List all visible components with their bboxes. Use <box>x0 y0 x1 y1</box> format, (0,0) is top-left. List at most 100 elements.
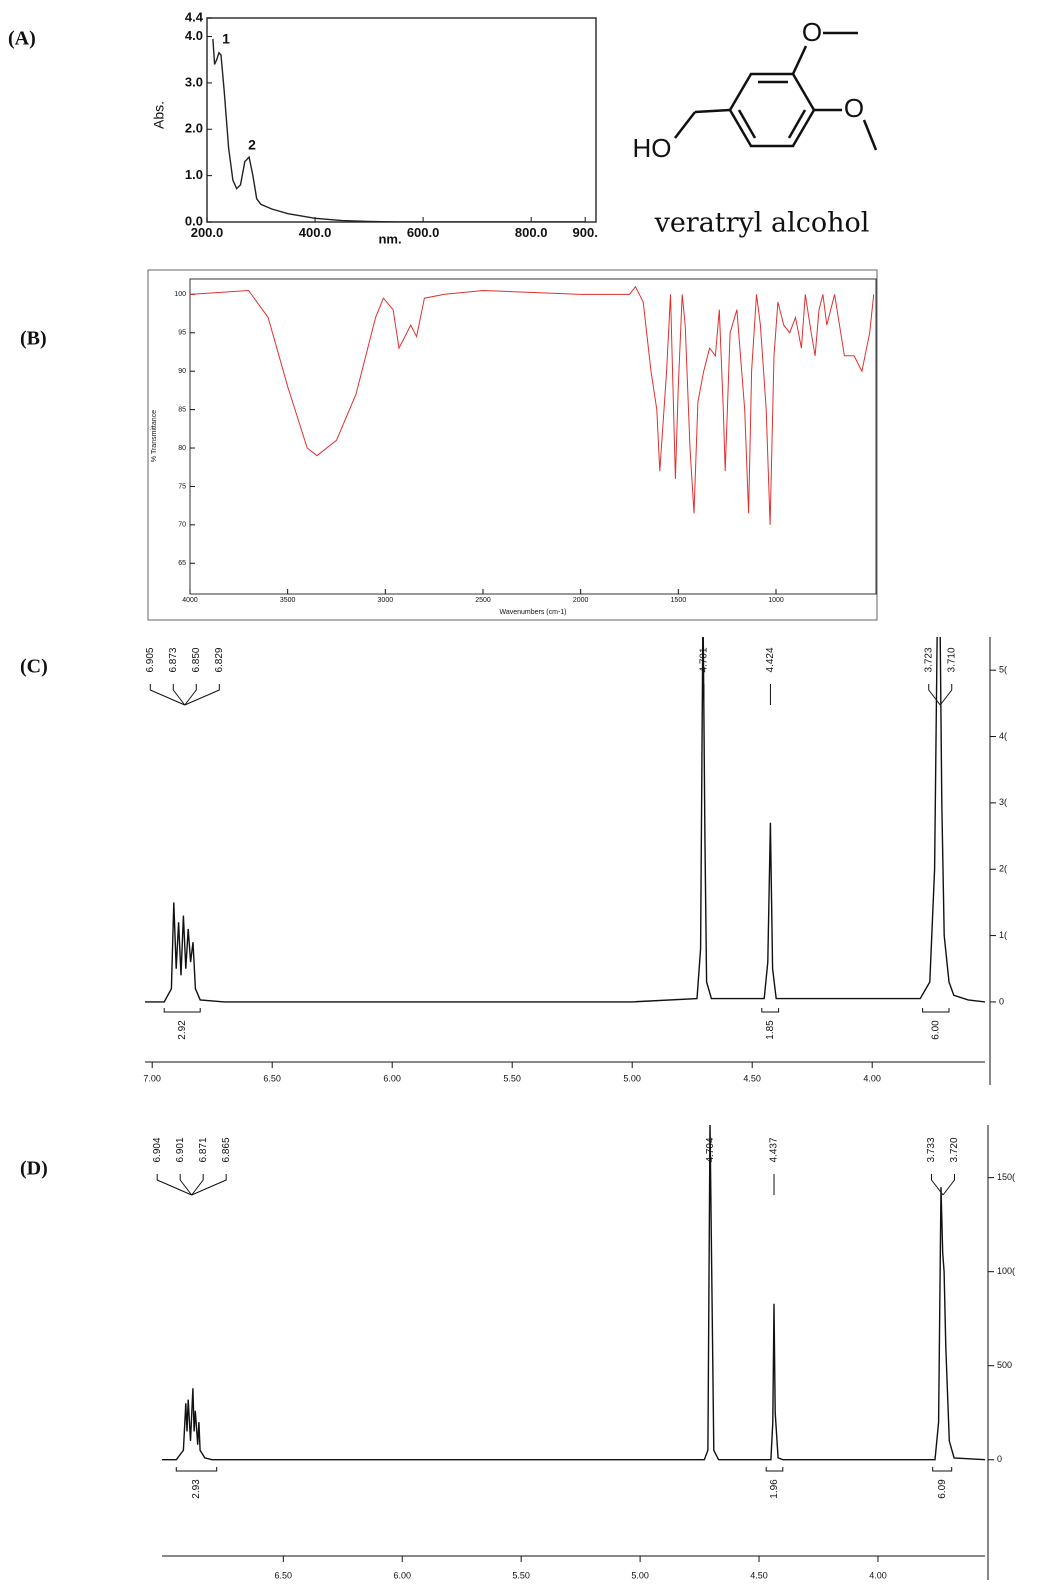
peak-label: 3.720 <box>949 1137 960 1162</box>
integral-bracket <box>175 1467 218 1472</box>
x-tick-label: 1500 <box>671 597 687 604</box>
atom-label: HO <box>633 133 672 163</box>
x-tick-label: 4.00 <box>863 1073 881 1083</box>
y-tick-label: 3.0 <box>185 74 203 89</box>
y-tick-label: 75 <box>178 483 186 490</box>
x-tick-label: 2000 <box>573 597 589 604</box>
peak-annotation: 2 <box>248 137 256 153</box>
peak-label: 6.865 <box>221 1137 232 1162</box>
integral-bracket <box>761 1008 780 1013</box>
integral-bracket <box>765 1467 784 1472</box>
compound-name: veratryl alcohol <box>654 208 870 239</box>
y-tick-label: 5( <box>999 665 1007 675</box>
spectrum-line <box>145 637 985 1003</box>
spectrum-line <box>190 285 875 525</box>
x-tick-label: 400.0 <box>299 225 332 240</box>
spectrum-line <box>212 38 586 222</box>
integral-label: 1.85 <box>765 1020 776 1040</box>
integral-bracket <box>163 1008 201 1013</box>
y-tick-label: 0 <box>999 996 1004 1006</box>
bond <box>862 119 878 151</box>
y-tick-label: 95 <box>178 330 186 337</box>
peak-label: 3.733 <box>926 1137 937 1162</box>
x-tick-label: 5.50 <box>512 1570 530 1580</box>
integral-bracket <box>922 1008 950 1013</box>
y-tick-label: 70 <box>178 522 186 529</box>
peak-leader <box>191 1174 204 1196</box>
x-tick-label: 3500 <box>280 597 296 604</box>
spectrum-line <box>162 1125 985 1461</box>
peak-leader <box>942 1174 956 1196</box>
panel-label: (B) <box>20 328 47 350</box>
y-tick-label: 90 <box>178 368 186 375</box>
y-tick-label: 2( <box>999 864 1007 874</box>
peak-label: 6.871 <box>198 1137 209 1162</box>
peak-leader <box>184 684 197 706</box>
bond <box>791 45 808 75</box>
double-bond <box>737 109 757 139</box>
y-tick-label: 100( <box>997 1266 1015 1276</box>
peak-leader <box>156 1174 192 1196</box>
peak-label: 4.701 <box>699 647 710 672</box>
bond <box>694 108 731 114</box>
x-tick-label: 900. <box>573 225 598 240</box>
peak-leader <box>928 684 941 706</box>
panel-label: (C) <box>20 656 48 678</box>
peak-leader <box>184 684 220 706</box>
x-tick-label: 5.50 <box>503 1073 521 1083</box>
x-tick-label: 3000 <box>378 597 394 604</box>
peak-label: 4.704 <box>705 1137 716 1162</box>
integral-label: 6.09 <box>937 1479 948 1499</box>
x-tick-label: 4.00 <box>869 1570 887 1580</box>
x-tick-label: 1000 <box>768 597 784 604</box>
ring <box>728 72 816 148</box>
x-tick-label: 4.50 <box>743 1073 761 1083</box>
peak-label: 6.901 <box>175 1137 186 1162</box>
y-tick-label: 4( <box>999 731 1007 741</box>
y-tick-label: 4.4 <box>185 9 204 24</box>
x-tick-label: 5.00 <box>623 1073 641 1083</box>
peak-annotation: 1 <box>222 31 230 47</box>
panel-frame <box>147 269 878 621</box>
peak-leader <box>172 684 186 706</box>
peak-label: 3.723 <box>923 647 934 672</box>
peak-leader <box>939 684 953 706</box>
integral-label: 6.00 <box>930 1020 941 1040</box>
x-tick-label: 6.00 <box>393 1570 411 1580</box>
plot-frame <box>206 17 597 223</box>
x-axis-title: nm. <box>378 231 401 246</box>
x-axis-title: Wavenumbers (cm-1) <box>499 609 566 616</box>
y-tick-label: 500 <box>997 1360 1012 1370</box>
peak-label: 6.905 <box>145 647 156 672</box>
structure: HO O O veratryl alcohol <box>633 17 878 239</box>
peak-label: 4.437 <box>769 1137 780 1162</box>
y-axis-title: Abs. <box>151 101 167 129</box>
integral-label: 2.93 <box>191 1479 202 1499</box>
integral-bracket <box>932 1467 953 1472</box>
y-tick-label: 80 <box>178 445 186 452</box>
y-tick-label: 0.0 <box>185 213 203 228</box>
x-tick-label: 4.50 <box>750 1570 768 1580</box>
x-tick-label: 200.0 <box>191 225 224 240</box>
double-bond <box>787 109 807 139</box>
peak-label: 6.850 <box>191 647 202 672</box>
peak-leader <box>179 1174 193 1196</box>
bond <box>674 111 696 139</box>
y-axis-title: % Transmittance <box>151 410 158 462</box>
x-tick-label: 6.00 <box>383 1073 401 1083</box>
y-tick-label: 1( <box>999 930 1007 940</box>
x-tick-label: 600.0 <box>407 225 440 240</box>
panel-label: (D) <box>20 1158 48 1180</box>
peak-leader <box>149 684 185 706</box>
panel-label: (A) <box>8 28 36 50</box>
x-tick-label: 6.50 <box>275 1570 293 1580</box>
integral-label: 1.96 <box>769 1479 780 1499</box>
peak-label: 6.904 <box>152 1137 163 1162</box>
y-tick-label: 4.0 <box>185 28 203 43</box>
x-tick-label: 4000 <box>182 597 198 604</box>
y-tick-label: 150( <box>997 1172 1015 1182</box>
plot-frame <box>189 278 877 595</box>
y-tick-label: 100 <box>174 291 186 298</box>
peak-leader <box>931 1174 944 1196</box>
